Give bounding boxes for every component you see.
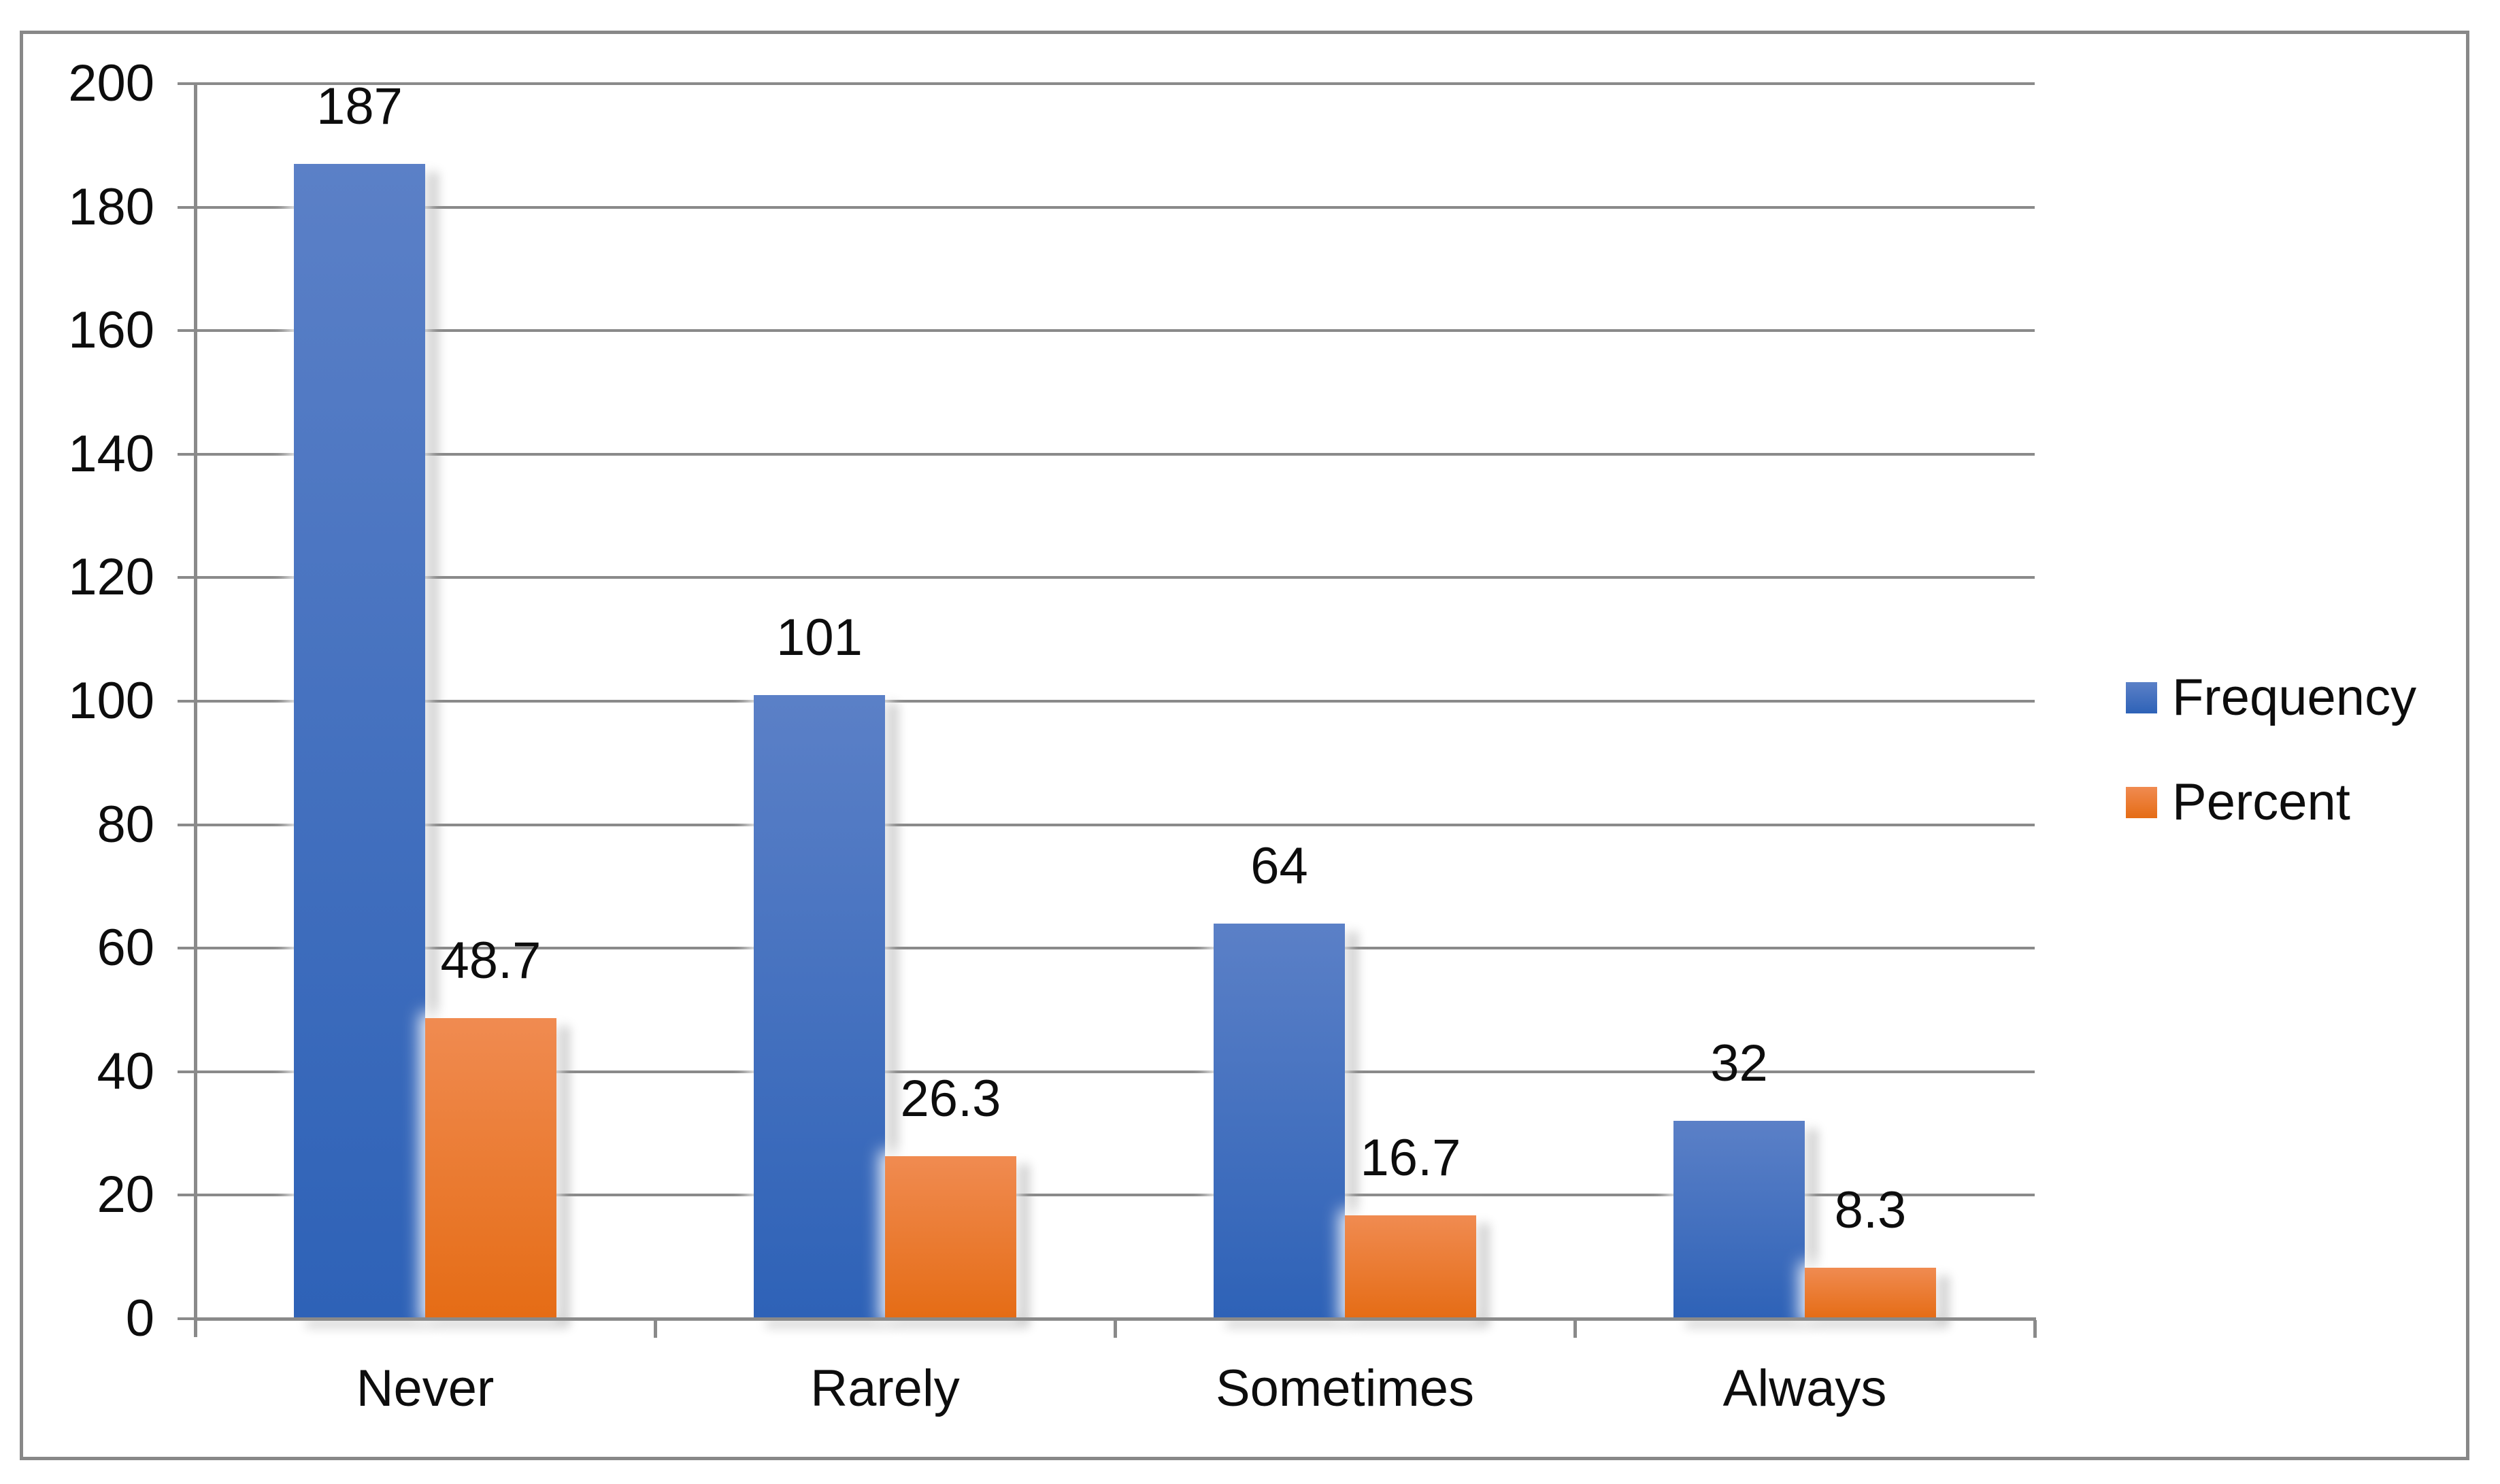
frequency-series-swatch-icon — [2126, 682, 2157, 713]
legend-label-frequency: Frequency — [2172, 669, 2417, 726]
gridline-100 — [195, 700, 2035, 703]
legend: Frequency Percent — [2126, 672, 2416, 828]
category-label-always: Always — [1722, 1360, 1887, 1417]
y-tick-label-0: 0 — [125, 1289, 154, 1347]
data-label-frequency-always: 32 — [1710, 1034, 1768, 1093]
x-tick-4 — [2033, 1320, 2037, 1338]
x-tick-2 — [1114, 1320, 1117, 1338]
y-tick-label-40: 40 — [97, 1042, 154, 1100]
gridline-80 — [195, 823, 2035, 826]
y-tick-160 — [178, 329, 195, 333]
y-tick-label-80: 80 — [97, 795, 154, 854]
data-label-percent-sometimes: 16.7 — [1360, 1129, 1461, 1187]
category-label-rarely: Rarely — [810, 1360, 960, 1417]
gridline-160 — [195, 329, 2035, 333]
bar-frequency-never — [294, 164, 425, 1319]
gridline-40 — [195, 1070, 2035, 1073]
data-label-percent-rarely: 26.3 — [900, 1070, 1001, 1128]
y-tick-label-60: 60 — [97, 919, 154, 977]
bar-frequency-sometimes — [1214, 923, 1345, 1319]
bar-percent-never — [425, 1017, 556, 1319]
gridline-200 — [195, 82, 2035, 85]
y-tick-140 — [178, 452, 195, 456]
y-tick-label-20: 20 — [97, 1166, 154, 1224]
y-axis — [194, 84, 197, 1337]
bar-percent-always — [1805, 1267, 1936, 1319]
data-label-frequency-sometimes: 64 — [1250, 837, 1308, 895]
data-label-frequency-rarely: 101 — [776, 608, 863, 667]
x-tick-1 — [654, 1320, 657, 1338]
bar-percent-sometimes — [1345, 1215, 1476, 1319]
y-tick-180 — [178, 205, 195, 209]
bar-frequency-always — [1673, 1121, 1805, 1319]
legend-item-percent: Percent — [2126, 777, 2416, 828]
data-label-frequency-never: 187 — [316, 78, 403, 136]
data-label-percent-always: 8.3 — [1834, 1181, 1907, 1239]
gridline-20 — [195, 1194, 2035, 1197]
y-tick-label-120: 120 — [68, 548, 154, 607]
percent-series-swatch-icon — [2126, 787, 2157, 818]
y-tick-200 — [178, 82, 195, 85]
y-tick-label-200: 200 — [68, 54, 154, 112]
bar-frequency-rarely — [754, 694, 885, 1319]
y-tick-60 — [178, 947, 195, 950]
gridline-120 — [195, 576, 2035, 579]
y-tick-80 — [178, 823, 195, 826]
y-tick-label-180: 180 — [68, 178, 154, 236]
x-axis — [194, 1317, 2036, 1321]
data-label-percent-never: 48.7 — [440, 931, 541, 990]
category-label-never: Never — [356, 1360, 495, 1417]
gridline-60 — [195, 947, 2035, 950]
y-tick-120 — [178, 576, 195, 579]
y-tick-label-140: 140 — [68, 424, 154, 483]
bar-percent-rarely — [885, 1156, 1016, 1319]
y-tick-20 — [178, 1194, 195, 1197]
gridline-140 — [195, 452, 2035, 456]
y-tick-100 — [178, 700, 195, 703]
chart-border — [20, 31, 2469, 1460]
legend-label-percent: Percent — [2172, 773, 2350, 831]
legend-item-frequency: Frequency — [2126, 672, 2416, 724]
y-tick-40 — [178, 1070, 195, 1073]
gridline-180 — [195, 205, 2035, 209]
x-tick-3 — [1573, 1320, 1577, 1338]
y-tick-label-100: 100 — [68, 672, 154, 730]
y-tick-label-160: 160 — [68, 301, 154, 360]
category-label-sometimes: Sometimes — [1215, 1360, 1475, 1417]
y-tick-0 — [178, 1317, 195, 1320]
